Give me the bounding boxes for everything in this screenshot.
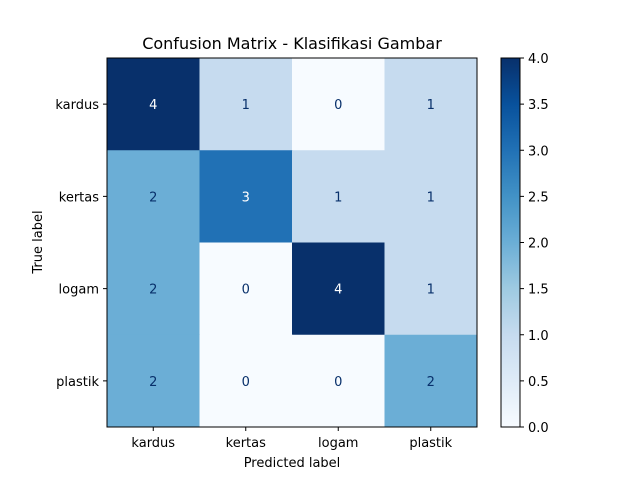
colorbar	[500, 57, 521, 428]
cell-value-labels: 4 1 0 1 2 3 1 1 2 0 4 1 2 0 0 2	[149, 98, 435, 390]
heatmap-cell	[107, 58, 200, 151]
colorbar-tick-label: 0.0	[528, 421, 549, 436]
x-tick-label: plastik	[409, 436, 452, 451]
heatmap-cell	[107, 334, 200, 428]
cell-value-label: 1	[334, 190, 342, 205]
heatmap-cell	[292, 242, 385, 336]
cell-value-label: 2	[427, 375, 435, 390]
cell-value-label: 4	[149, 98, 157, 113]
heatmap-cell	[199, 334, 293, 428]
colorbar-tick-label: 4.0	[528, 52, 549, 67]
heatmap-cells	[107, 58, 478, 428]
heatmap-cell	[107, 242, 200, 336]
x-tick-label: logam	[318, 436, 358, 451]
chart-title: Confusion Matrix - Klasifikasi Gambar	[142, 34, 442, 53]
cell-value-label: 0	[242, 283, 250, 298]
cell-value-label: 1	[242, 98, 250, 113]
cell-value-label: 2	[149, 283, 157, 298]
cell-value-label: 0	[334, 375, 342, 390]
colorbar-tick-label: 1.5	[528, 283, 549, 298]
cell-value-label: 1	[427, 190, 435, 205]
cell-value-label: 1	[427, 98, 435, 113]
y-tick-label: kardus	[55, 98, 99, 113]
cell-value-label: 1	[427, 283, 435, 298]
colorbar-tick-label: 2.5	[528, 190, 549, 205]
x-axis: kardus kertas logam plastik	[131, 427, 453, 451]
cell-value-label: 3	[242, 190, 250, 205]
cell-value-label: 0	[334, 98, 342, 113]
x-axis-label: Predicted label	[244, 456, 341, 471]
x-tick-label: kertas	[226, 436, 266, 451]
heatmap-cell	[199, 58, 293, 151]
cell-value-label: 0	[242, 375, 250, 390]
colorbar-tick-label: 3.5	[528, 98, 549, 113]
colorbar-tick-label: 0.5	[528, 375, 549, 390]
plot-frame	[106, 57, 478, 428]
colorbar-tick-label: 1.0	[528, 329, 549, 344]
y-tick-label: logam	[59, 283, 99, 298]
heatmap-cell	[384, 58, 478, 151]
colorbar-tick-label: 3.0	[528, 144, 549, 159]
cell-value-label: 2	[149, 190, 157, 205]
heatmap-cell	[384, 150, 478, 243]
y-tick-label: plastik	[56, 375, 99, 390]
colorbar-tick-label: 2.0	[528, 237, 549, 252]
heatmap-cell	[384, 334, 478, 428]
heatmap-cell	[199, 150, 293, 243]
heatmap-cell	[292, 58, 385, 151]
heatmap-cell	[384, 242, 478, 336]
y-axis-label: True label	[31, 210, 46, 274]
heatmap-cell	[107, 150, 200, 243]
heatmap-cell	[292, 150, 385, 243]
colorbar-ticks: 0.0 0.5 1.0 1.5 2.0 2.5 3.0 3.5 4.0	[520, 52, 549, 436]
x-tick-label: kardus	[131, 436, 175, 451]
cell-value-label: 4	[334, 283, 342, 298]
y-axis: kardus kertas logam plastik	[55, 98, 107, 390]
cell-value-label: 2	[149, 375, 157, 390]
y-tick-label: kertas	[59, 190, 99, 205]
heatmap-cell	[199, 242, 293, 336]
heatmap-cell	[292, 334, 385, 428]
